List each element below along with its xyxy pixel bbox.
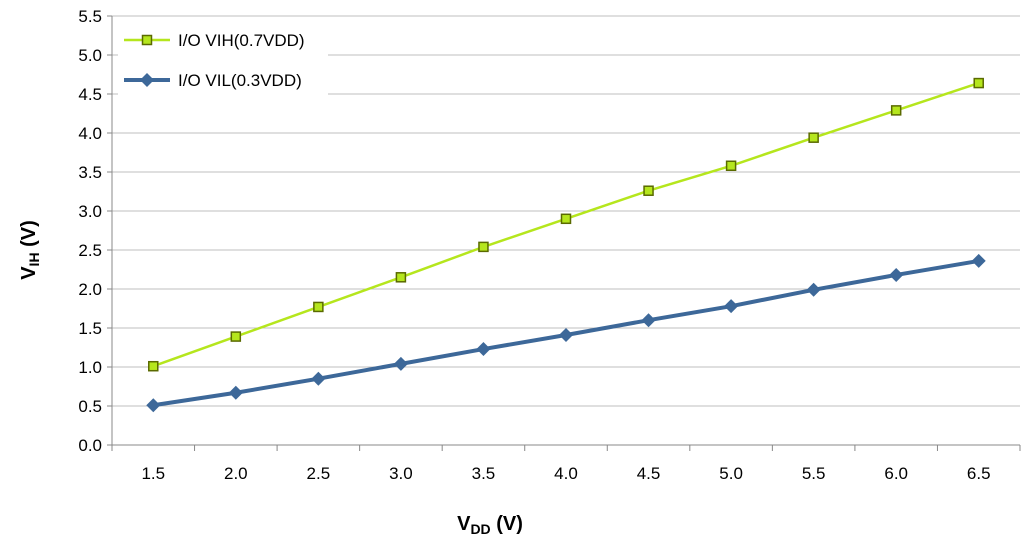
data-point [643, 185, 654, 196]
data-point [148, 360, 159, 372]
y-tick-label: 0.0 [78, 436, 102, 455]
x-tick-label: 4.0 [554, 464, 578, 483]
legend-label: I/O VIH(0.7VDD) [178, 31, 305, 50]
y-tick-label: 2.0 [78, 280, 102, 299]
y-tick-label: 5.0 [78, 46, 102, 65]
y-tick-label: 1.0 [78, 358, 102, 377]
x-tick-label: 5.5 [802, 464, 826, 483]
data-point [230, 331, 242, 342]
data-point [478, 241, 489, 253]
data-point [973, 77, 984, 89]
y-tick-label: 2.5 [78, 241, 102, 260]
y-tick-label: 4.5 [78, 85, 102, 104]
x-tick-label: 6.5 [967, 464, 991, 483]
data-point [889, 267, 904, 282]
data-point [559, 328, 573, 343]
legend-marker [141, 34, 153, 46]
data-point [725, 160, 737, 172]
data-point [476, 342, 491, 357]
data-point [806, 282, 821, 297]
legend-marker [140, 73, 154, 87]
legend-label: I/O VIL(0.3VDD) [178, 71, 302, 90]
legend-box [118, 24, 328, 96]
y-tick-label: 4.0 [78, 124, 102, 143]
data-point [724, 299, 739, 314]
y-tick-label: 3.0 [78, 202, 102, 221]
data-point [560, 213, 572, 225]
data-point [641, 313, 656, 328]
data-point [228, 385, 243, 400]
y-tick-label: 1.5 [78, 319, 102, 338]
x-tick-label: 1.5 [141, 464, 165, 483]
data-point [311, 371, 326, 386]
y-tick-label: 5.5 [78, 7, 102, 26]
data-point [395, 272, 407, 283]
data-point [890, 105, 902, 116]
legend: I/O VIH(0.7VDD) I/O VIL(0.3VDD) [118, 24, 328, 96]
y-axis-label: VIH (V) [18, 220, 42, 280]
x-tick-label: 2.0 [224, 464, 248, 483]
x-tick-label: 6.0 [884, 464, 908, 483]
y-tick-label: 3.5 [78, 163, 102, 182]
y-tick-label: 0.5 [78, 397, 102, 416]
data-point [146, 398, 161, 413]
x-tick-label: 4.5 [637, 464, 661, 483]
x-tick-label: 2.5 [307, 464, 331, 483]
data-point [971, 253, 986, 268]
data-point [313, 301, 324, 313]
x-tick-label: 3.0 [389, 464, 413, 483]
data-point [808, 132, 819, 143]
series-line [152, 81, 980, 368]
x-tick-label: 3.5 [472, 464, 496, 483]
x-axis-label: VDD (V) [457, 513, 523, 537]
x-tick-label: 5.0 [719, 464, 743, 483]
data-point [393, 356, 408, 371]
